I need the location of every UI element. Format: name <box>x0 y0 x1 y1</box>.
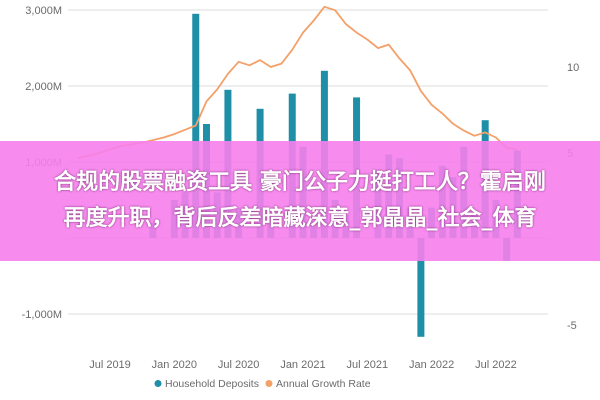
legend: Household Deposits Annual Growth Rate <box>154 378 371 390</box>
x-axis-labels: Jul 2019 Jan 2020 Jul 2020 Jan 2021 Jul 2021… <box>89 359 517 371</box>
x-tick-label: Jan 2020 <box>152 359 197 371</box>
x-tick-label: Jan 2021 <box>280 359 325 371</box>
y-left-tick-label: -1,000M <box>22 309 62 321</box>
x-tick-label: Jan 2022 <box>409 359 454 371</box>
y-left-tick-label: 3,000M <box>25 5 62 17</box>
household-deposits-legend-label: Household Deposits <box>165 378 259 390</box>
annual-growth-rate-line <box>77 5 518 160</box>
household-deposits-legend-marker <box>154 380 162 387</box>
household-deposits-bar <box>417 238 425 337</box>
annual-growth-rate-legend-label: Annual Growth Rate <box>276 378 371 390</box>
overlay-title-line-1: 合规的股票融资工具 豪门公子力挺打工人？霍启刚 <box>54 170 546 195</box>
x-tick-label: Jul 2019 <box>89 359 131 371</box>
y-right-tick-label: 10 <box>567 62 579 74</box>
overlay-title-line-2: 再度升职，背后反差暗藏深意_郭晶晶_社会_体育 <box>63 206 537 231</box>
x-tick-label: Jul 2020 <box>218 359 260 371</box>
annual-growth-rate-legend-marker <box>265 380 273 387</box>
y-right-tick-label: -5 <box>567 320 577 332</box>
annual-growth-rate-line-group <box>77 5 518 160</box>
title-overlay-banner: 合规的股票融资工具 豪门公子力挺打工人？霍启刚 再度升职，背后反差暗藏深意_郭晶… <box>0 141 600 261</box>
x-tick-label: Jul 2022 <box>475 359 517 371</box>
x-tick-label: Jul 2021 <box>346 359 388 371</box>
y-left-tick-label: 2,000M <box>25 81 62 93</box>
